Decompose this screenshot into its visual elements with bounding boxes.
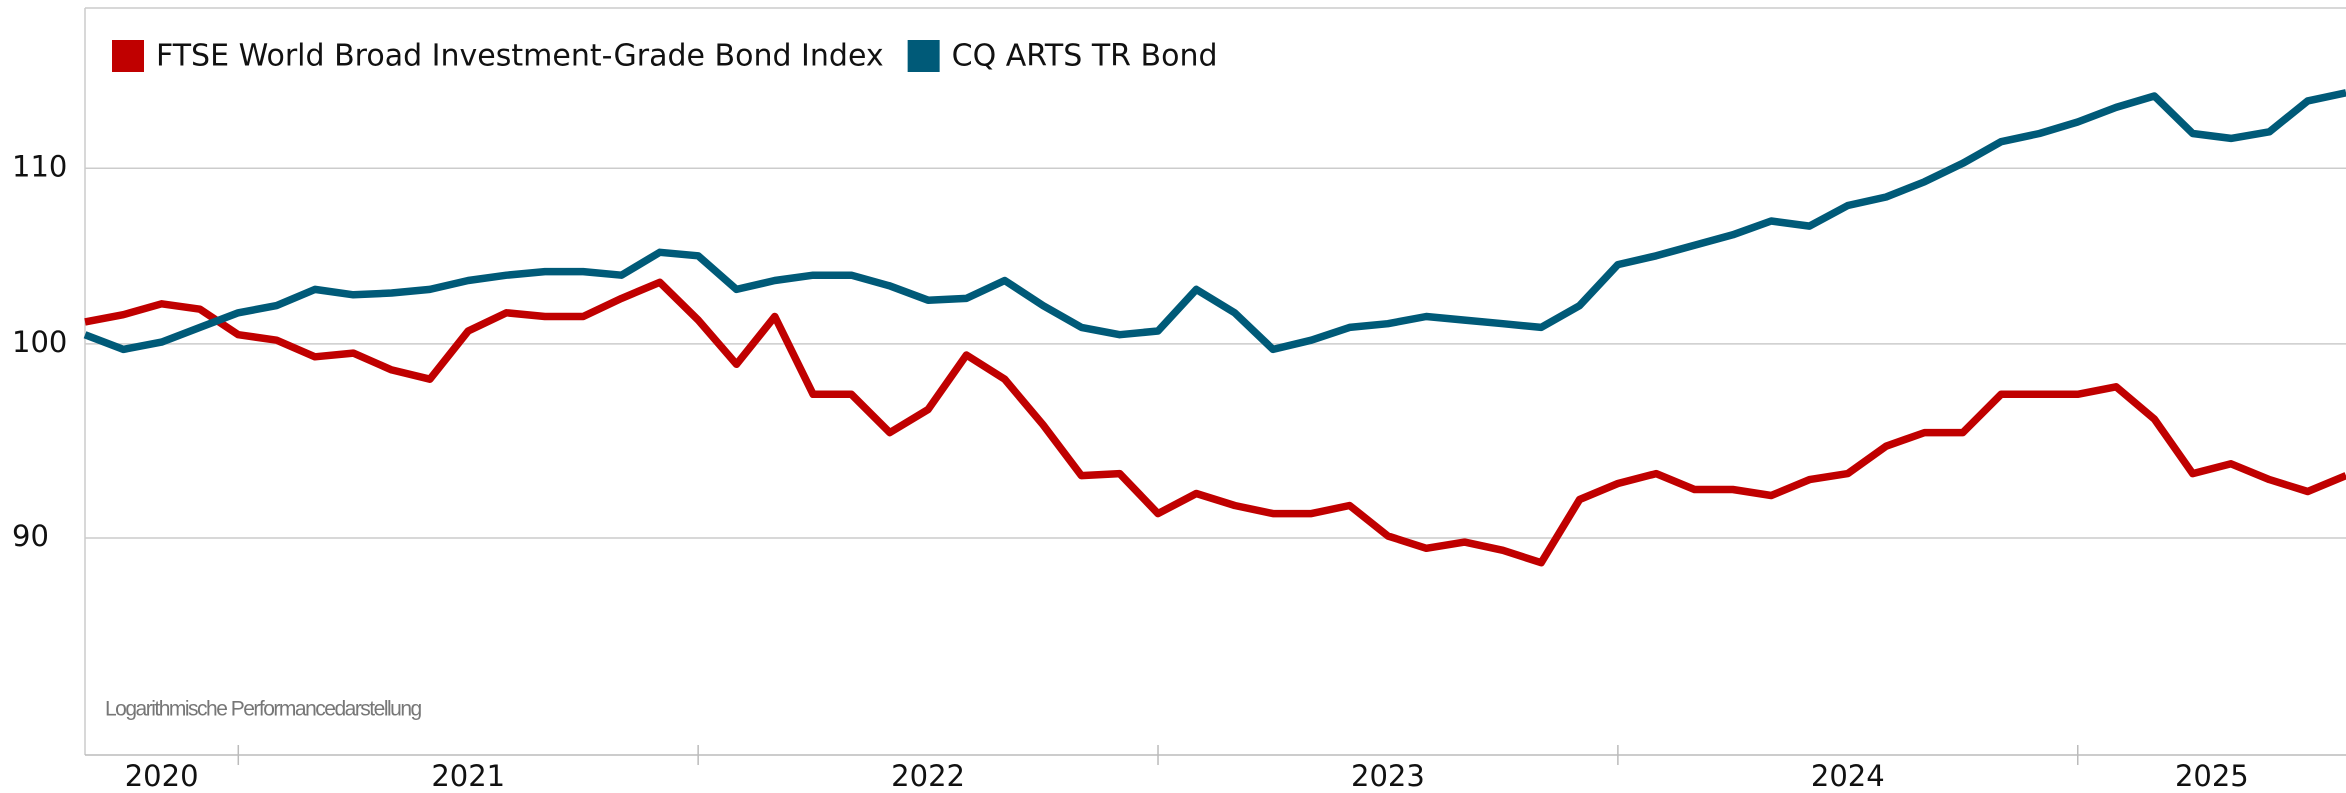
legend-swatch xyxy=(907,40,940,72)
y-tick-label: 110 xyxy=(12,149,67,183)
x-tick-label: 2021 xyxy=(431,759,505,793)
annotation: Logarithmische Performancedarstellung xyxy=(105,698,422,721)
y-tick-label: 90 xyxy=(12,519,49,553)
series-line xyxy=(83,89,2346,354)
x-tick-label: 2024 xyxy=(1811,759,1885,793)
x-tick-label: 2020 xyxy=(125,759,199,793)
legend-swatch xyxy=(112,40,144,72)
series-line xyxy=(84,278,2346,567)
x-tick-label: 2023 xyxy=(1351,759,1425,793)
y-tick-label: 100 xyxy=(12,325,67,359)
legend-label: FTSE World Broad Investment-Grade Bond I… xyxy=(156,39,884,74)
legend-label: CQ ARTS TR Bond xyxy=(952,39,1218,74)
x-tick-label: 2025 xyxy=(2175,759,2249,793)
x-tick-label: 2022 xyxy=(891,759,965,793)
